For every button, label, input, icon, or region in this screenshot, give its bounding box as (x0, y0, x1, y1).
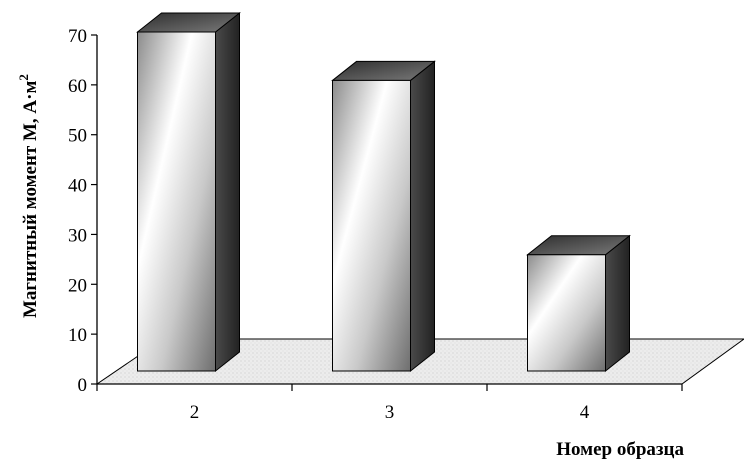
bar-front (137, 31, 216, 372)
bars (136, 11, 631, 373)
y-tick-label: 30 (68, 225, 87, 246)
x-ticks: 2 3 4 (96, 384, 683, 423)
bar-side (605, 234, 630, 373)
x-tick-label: 3 (385, 402, 395, 423)
bar (331, 60, 436, 373)
y-axis-title-superscript: 2 (16, 74, 31, 81)
bar (136, 11, 241, 373)
bar-side (215, 11, 240, 373)
y-tick-label: 20 (68, 275, 87, 296)
svg-text:Магнитный момент М, А·м2: Магнитный момент М, А·м2 (16, 74, 41, 318)
bar (526, 234, 631, 373)
bar-front (332, 79, 411, 372)
y-tick-label: 50 (68, 126, 87, 147)
y-tick-label: 60 (68, 76, 87, 97)
y-tick-label: 0 (78, 375, 88, 396)
y-tick-label: 70 (68, 26, 87, 47)
y-axis-title: Магнитный момент М, А·м (20, 81, 41, 318)
x-tick-label: 2 (190, 402, 200, 423)
bar-front (527, 254, 606, 372)
y-ticks: 0 10 20 30 40 50 60 70 (68, 26, 97, 396)
y-tick-label: 10 (68, 325, 87, 346)
x-axis-title: Номер образца (556, 439, 684, 460)
y-axis-title-group: Магнитный момент М, А·м2 (16, 74, 41, 318)
x-tick-label: 4 (580, 402, 590, 423)
bar-side (410, 60, 435, 373)
y-tick-label: 40 (68, 176, 87, 197)
